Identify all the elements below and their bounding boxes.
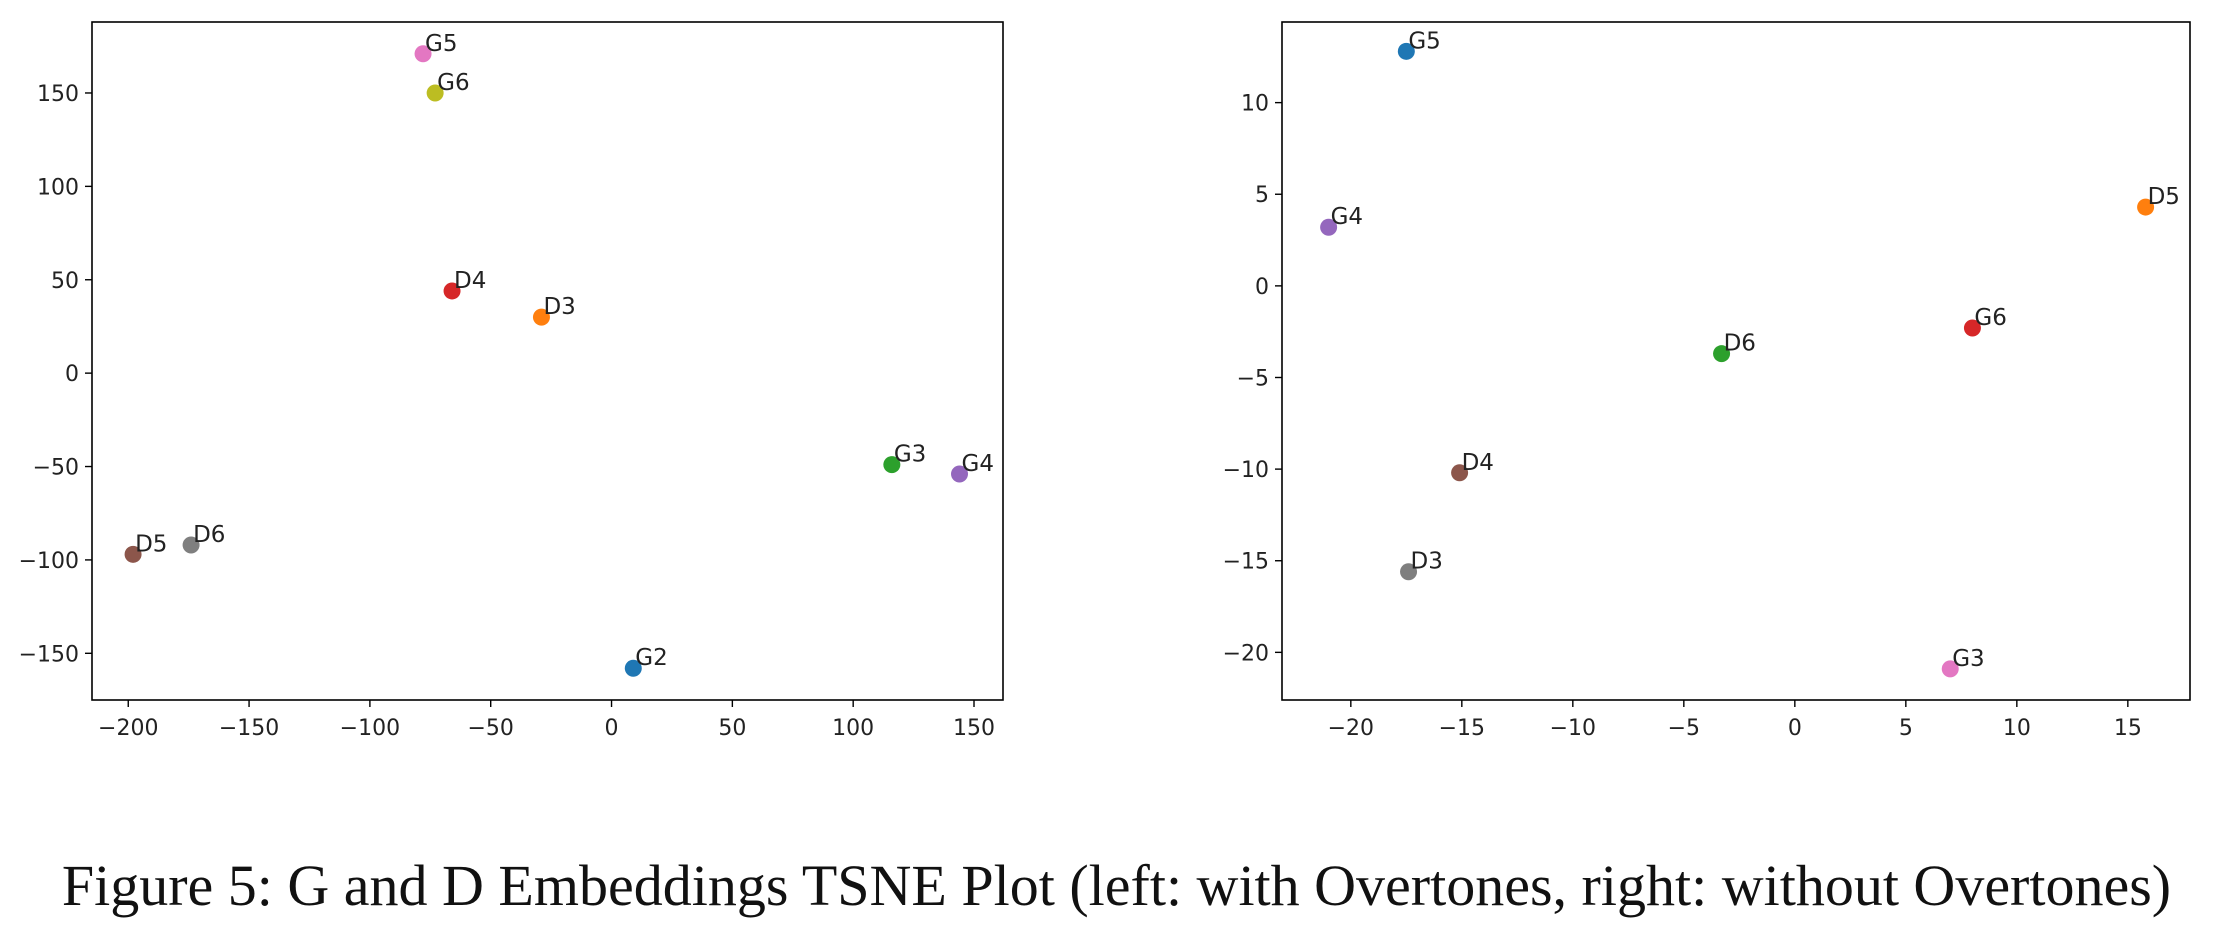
left-y-tick-label: 150 bbox=[37, 82, 79, 107]
right-point-d4 bbox=[1451, 464, 1469, 482]
left-point-d5 bbox=[124, 545, 142, 563]
left-x-tick-label: 100 bbox=[832, 716, 874, 741]
right-point-g3 bbox=[1941, 660, 1959, 678]
right-point-label-g3: G3 bbox=[1952, 646, 1984, 672]
right-x-tick-label: −20 bbox=[1328, 716, 1374, 741]
right-y-tick-label: 10 bbox=[1241, 92, 1269, 117]
right-x-tick-label: −10 bbox=[1550, 716, 1596, 741]
left-y-tick-label: 50 bbox=[51, 269, 79, 294]
right-point-label-d6: D6 bbox=[1724, 331, 1756, 357]
left-y-tick-label: 100 bbox=[37, 175, 79, 200]
left-point-label-g4: G4 bbox=[962, 451, 994, 477]
right-x-tick-label: 10 bbox=[2003, 716, 2031, 741]
left-point-label-g6: G6 bbox=[437, 70, 469, 96]
left-x-tick-label: −150 bbox=[219, 716, 279, 741]
left-point-label-d3: D3 bbox=[543, 294, 575, 320]
left-point-g3 bbox=[883, 456, 901, 474]
right-y-tick-label: 0 bbox=[1255, 275, 1269, 300]
right-point-label-g4: G4 bbox=[1331, 204, 1363, 230]
left-y-tick-label: −50 bbox=[33, 456, 79, 481]
right-point-label-g6: G6 bbox=[1974, 305, 2006, 331]
left-point-g6 bbox=[426, 84, 444, 102]
right-point-d5 bbox=[2137, 198, 2155, 216]
right-scatter-plot: −20 −15 −10 −5 0 5 10 15 −20 −15 −10 −5 0 5 10 G5 D5 D6 G6… bbox=[1223, 21, 2191, 741]
left-y-tick-label: −150 bbox=[19, 642, 79, 667]
right-x-tick-label: 15 bbox=[2114, 716, 2142, 741]
right-y-tick-label: −5 bbox=[1237, 366, 1269, 391]
right-point-label-d5: D5 bbox=[2148, 184, 2180, 210]
left-y-tick-label: −100 bbox=[19, 549, 79, 574]
left-point-g5 bbox=[414, 45, 432, 63]
left-scatter-plot: −200 −150 −100 −50 0 50 100 150 −150 −100 −50 0 50 10… bbox=[19, 21, 1004, 741]
right-point-label-d3: D3 bbox=[1411, 549, 1443, 575]
right-x-tick-label: −5 bbox=[1668, 716, 1700, 741]
right-point-label-d4: D4 bbox=[1462, 450, 1494, 476]
left-axes-frame bbox=[91, 21, 1004, 701]
right-x-tick-label: 5 bbox=[1899, 716, 1913, 741]
left-x-tick-label: −100 bbox=[340, 716, 400, 741]
right-y-tick-label: −10 bbox=[1223, 458, 1269, 483]
left-point-d6 bbox=[182, 536, 200, 554]
left-x-tick-label: −50 bbox=[467, 716, 513, 741]
left-y-tick-label: 0 bbox=[65, 362, 79, 387]
right-x-tick-label: 0 bbox=[1788, 716, 1802, 741]
left-point-g4 bbox=[951, 465, 969, 483]
left-point-label-d4: D4 bbox=[454, 268, 486, 294]
right-y-tick-label: 5 bbox=[1255, 183, 1269, 208]
right-x-tick-label: −15 bbox=[1439, 716, 1485, 741]
right-point-label-g5: G5 bbox=[1408, 28, 1440, 54]
right-y-tick-label: −20 bbox=[1223, 641, 1269, 666]
left-point-d4 bbox=[443, 282, 461, 300]
left-point-g2 bbox=[624, 659, 642, 677]
left-x-tick-label: 50 bbox=[718, 716, 746, 741]
right-point-g4 bbox=[1320, 218, 1338, 236]
right-point-g5 bbox=[1397, 42, 1415, 60]
left-point-label-g5: G5 bbox=[425, 31, 457, 57]
left-x-tick-label: 150 bbox=[953, 716, 995, 741]
right-y-tick-label: −15 bbox=[1223, 550, 1269, 575]
figure-caption: Figure 5: G and D Embeddings TSNE Plot (… bbox=[61, 853, 2172, 918]
right-point-d6 bbox=[1713, 345, 1731, 363]
left-point-label-g2: G2 bbox=[635, 645, 667, 671]
right-point-d3 bbox=[1400, 563, 1418, 581]
left-point-d3 bbox=[532, 308, 550, 326]
left-point-label-d6: D6 bbox=[193, 522, 225, 548]
right-axes-frame bbox=[1281, 21, 2191, 701]
left-point-label-d5: D5 bbox=[135, 531, 167, 557]
left-x-tick-label: −200 bbox=[98, 716, 158, 741]
right-point-g6 bbox=[1963, 319, 1981, 337]
left-point-label-g3: G3 bbox=[894, 442, 926, 468]
left-x-tick-label: 0 bbox=[605, 716, 619, 741]
